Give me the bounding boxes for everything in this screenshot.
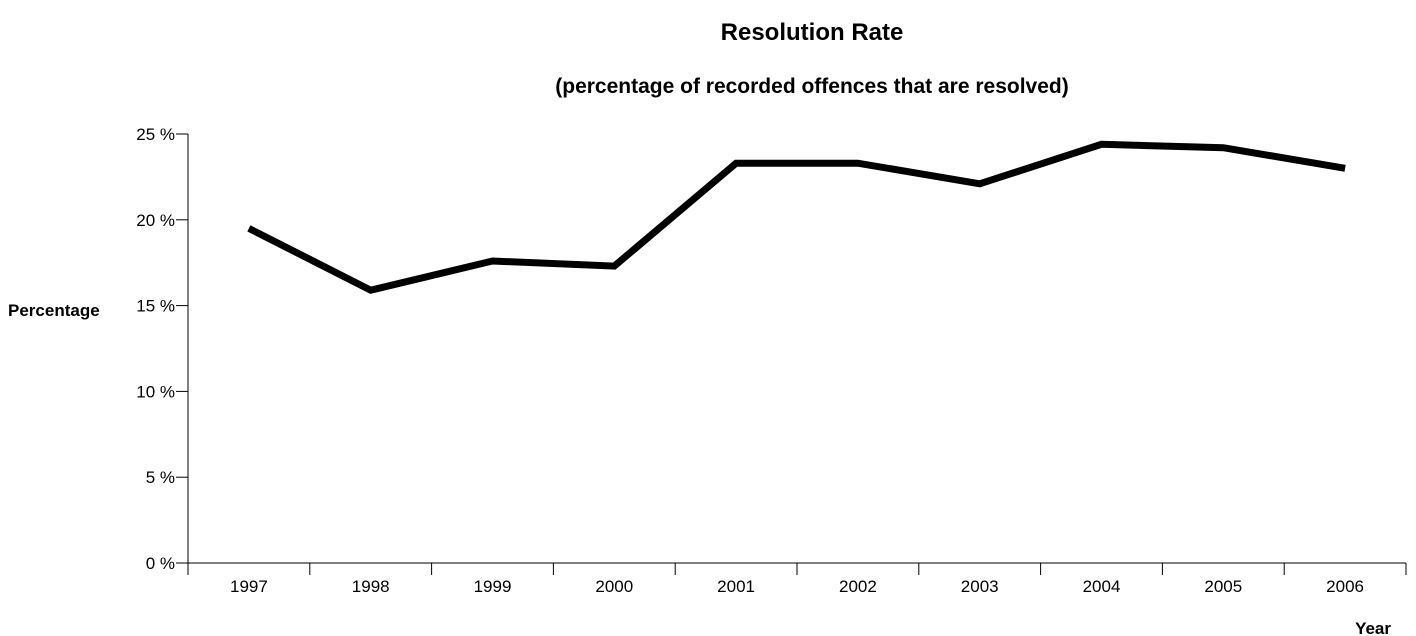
y-axis-label: Percentage <box>8 301 100 320</box>
x-tick-label: 2001 <box>717 577 755 596</box>
x-tick-label: 2000 <box>595 577 633 596</box>
x-axis-ticks: 1997 1998 1999 2000 2001 2002 2003 2004 2005 2006 <box>187 563 1407 596</box>
x-axis-label: Year <box>1355 619 1391 636</box>
series-line <box>247 140 1346 294</box>
chart-subtitle: (percentage of recorded offences that ar… <box>555 75 1069 98</box>
x-tick-label: 1998 <box>352 577 390 596</box>
y-tick-label: 20 % <box>136 211 175 230</box>
x-tick-label: 2005 <box>1204 577 1242 596</box>
x-tick-label: 1999 <box>474 577 512 596</box>
x-tick-label: 2006 <box>1326 577 1364 596</box>
y-tick-label: 5 % <box>146 468 175 487</box>
x-tick-label: 1997 <box>230 577 268 596</box>
x-tick-label: 2004 <box>1083 577 1121 596</box>
y-tick-label: 15 % <box>136 297 175 316</box>
y-tick-label: 10 % <box>136 382 175 401</box>
y-tick-label: 25 % <box>136 125 175 144</box>
x-tick-label: 2002 <box>839 577 877 596</box>
y-tick-label: 0 % <box>146 554 175 573</box>
y-axis-ticks: 0 % 5 % 10 % 15 % 20 % 25 % <box>136 125 188 573</box>
chart-title: Resolution Rate <box>721 19 904 46</box>
x-tick-label: 2003 <box>961 577 999 596</box>
series-group <box>247 140 1346 294</box>
